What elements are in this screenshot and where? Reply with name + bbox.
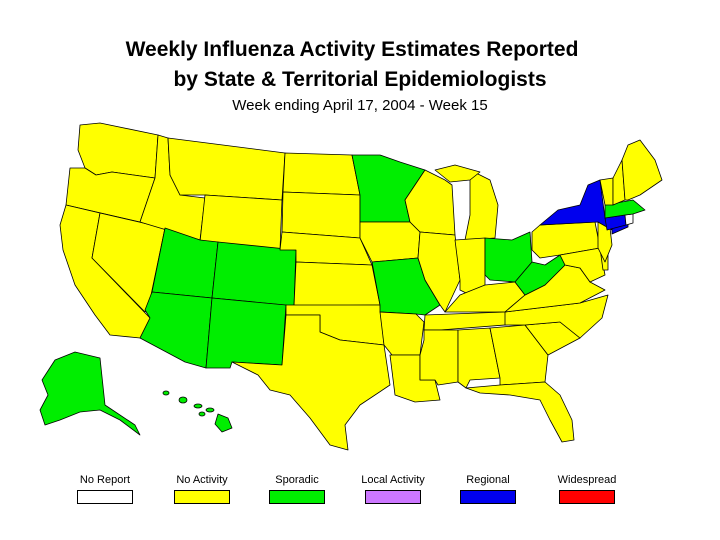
legend-label: Widespread — [557, 474, 617, 486]
legend-swatch-no-report — [77, 490, 133, 504]
legend-swatch-sporadic — [269, 490, 325, 504]
state-AK — [39, 351, 141, 436]
state-NC — [504, 294, 609, 339]
state-KS — [293, 261, 381, 307]
legend-label: Regional — [466, 474, 510, 486]
legend-item-no-activity: No Activity — [167, 474, 237, 504]
map-subtitle: Week ending April 17, 2004 - Week 15 — [232, 97, 488, 114]
state-WA — [77, 122, 159, 179]
legend-swatch-local-activity — [365, 490, 421, 504]
state-AR — [379, 311, 425, 356]
legend-item-local-activity: Local Activity — [358, 474, 428, 504]
map-title-line2: by State & Territorial Epidemiologists — [173, 68, 547, 91]
legend-item-regional: Regional — [453, 474, 523, 504]
state-TX — [231, 314, 391, 451]
state-HI — [162, 390, 233, 433]
legend-label: Local Activity — [361, 474, 425, 486]
state-MT — [167, 137, 286, 201]
legend-swatch-widespread — [559, 490, 615, 504]
state-WI — [404, 169, 456, 236]
state-ND — [282, 152, 361, 196]
legend-item-no-report: No Report — [70, 474, 140, 504]
state-MS — [419, 329, 459, 386]
state-RI — [624, 213, 634, 226]
state-ME — [621, 139, 663, 201]
state-MI — [464, 169, 499, 241]
legend-swatch-regional — [460, 490, 516, 504]
legend-label: No Report — [79, 474, 131, 486]
state-AZ — [139, 291, 213, 369]
state-FL — [465, 381, 575, 443]
state-SD — [281, 191, 361, 239]
state-MI-up — [434, 164, 481, 183]
map-title-line1: Weekly Influenza Activity Estimates Repo… — [125, 38, 579, 61]
legend-label: No Activity — [176, 474, 228, 486]
legend-label: Sporadic — [275, 474, 319, 486]
state-NM — [205, 297, 287, 369]
state-IA — [359, 221, 421, 263]
legend-item-widespread: Widespread — [552, 474, 622, 504]
state-CO — [211, 241, 297, 307]
legend-item-sporadic: Sporadic — [262, 474, 332, 504]
legend-swatch-no-activity — [174, 490, 230, 504]
